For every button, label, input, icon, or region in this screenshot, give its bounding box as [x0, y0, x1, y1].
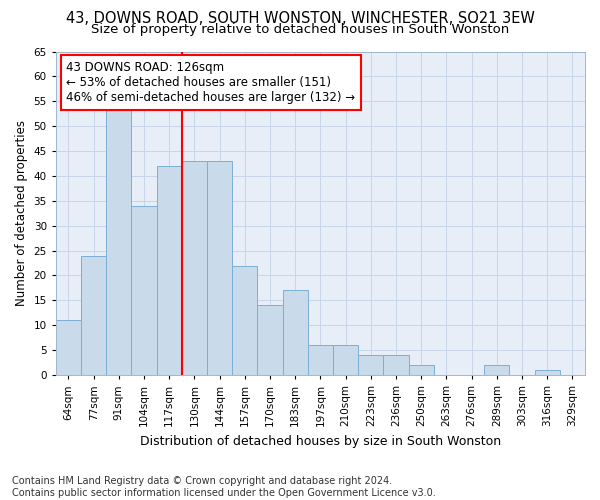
- Bar: [207, 161, 232, 375]
- Bar: [535, 370, 560, 375]
- Bar: [81, 256, 106, 375]
- Bar: [308, 345, 333, 375]
- Bar: [409, 365, 434, 375]
- Bar: [157, 166, 182, 375]
- Bar: [56, 320, 81, 375]
- Text: Contains HM Land Registry data © Crown copyright and database right 2024.
Contai: Contains HM Land Registry data © Crown c…: [12, 476, 436, 498]
- Bar: [283, 290, 308, 375]
- Bar: [257, 306, 283, 375]
- Bar: [131, 206, 157, 375]
- X-axis label: Distribution of detached houses by size in South Wonston: Distribution of detached houses by size …: [140, 434, 501, 448]
- Text: Size of property relative to detached houses in South Wonston: Size of property relative to detached ho…: [91, 22, 509, 36]
- Bar: [358, 355, 383, 375]
- Bar: [182, 161, 207, 375]
- Bar: [333, 345, 358, 375]
- Text: 43, DOWNS ROAD, SOUTH WONSTON, WINCHESTER, SO21 3EW: 43, DOWNS ROAD, SOUTH WONSTON, WINCHESTE…: [65, 11, 535, 26]
- Bar: [232, 266, 257, 375]
- Y-axis label: Number of detached properties: Number of detached properties: [15, 120, 28, 306]
- Bar: [383, 355, 409, 375]
- Text: 43 DOWNS ROAD: 126sqm
← 53% of detached houses are smaller (151)
46% of semi-det: 43 DOWNS ROAD: 126sqm ← 53% of detached …: [67, 61, 356, 104]
- Bar: [106, 102, 131, 375]
- Bar: [484, 365, 509, 375]
